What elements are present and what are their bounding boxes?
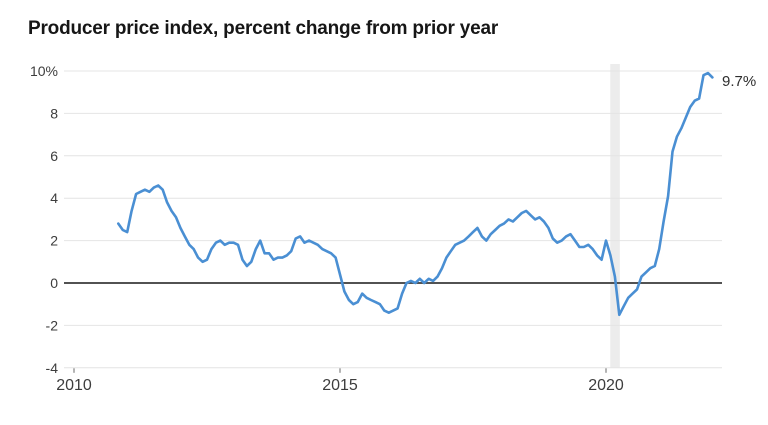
y-tick-label: -4 <box>46 360 59 376</box>
y-tick-label: 6 <box>50 148 58 164</box>
x-tick-label: 2015 <box>322 377 358 394</box>
chart-title: Producer price index, percent change fro… <box>28 18 499 39</box>
y-tick-label: 10% <box>30 63 58 79</box>
y-tick-label: 0 <box>50 275 58 291</box>
x-tick-label: 2020 <box>588 377 624 394</box>
recession-band <box>610 64 620 368</box>
y-tick-label: 8 <box>50 105 58 121</box>
ppi-series-line <box>117 71 714 317</box>
x-tick-label: 2010 <box>56 377 92 394</box>
y-tick-label: 4 <box>50 190 58 206</box>
y-tick-label: 2 <box>50 233 58 249</box>
y-tick-label: -2 <box>46 317 59 333</box>
latest-value-label: 9.7% <box>722 73 757 90</box>
